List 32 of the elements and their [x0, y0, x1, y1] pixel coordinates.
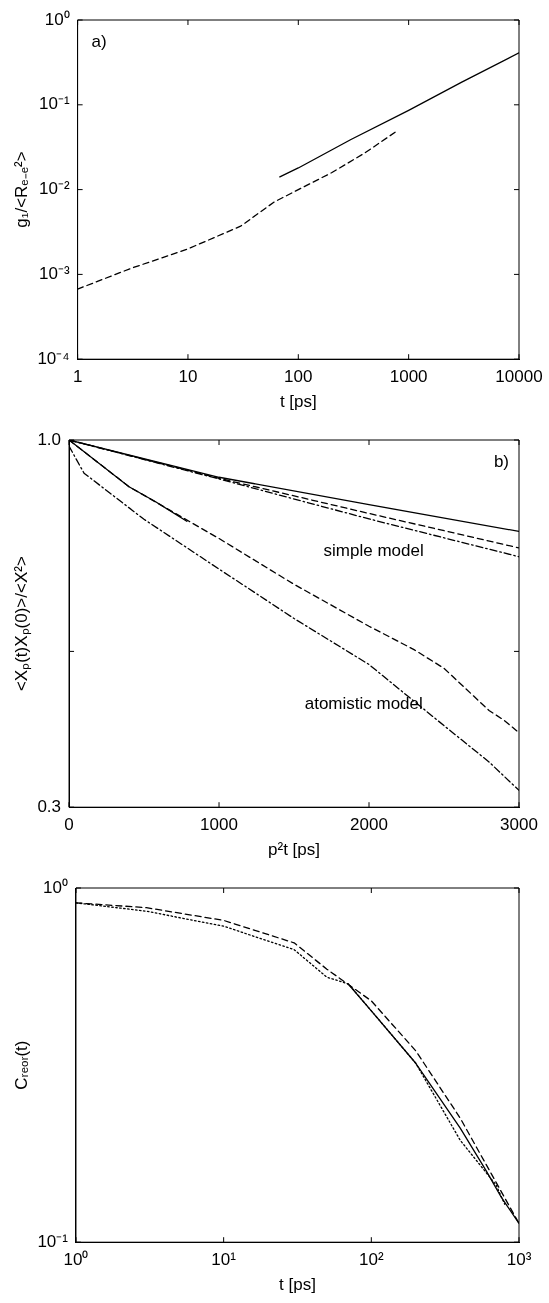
y-axis-title: g₁/<Rₑ₋ₑ²>: [11, 151, 31, 228]
y-tick-label: 10⁻¹: [37, 1231, 69, 1251]
y-tick-label: 10⁰: [44, 9, 70, 29]
x-tick-label: 1000: [389, 367, 428, 387]
x-tick-label: 10¹: [211, 1250, 237, 1270]
y-axis-title: Cᵣₑₒᵣ(t): [11, 1040, 31, 1090]
y-tick-label: 10⁻⁴: [37, 348, 70, 368]
y-tick-label: 10⁻²: [39, 179, 70, 199]
x-tick-label: 10000: [495, 367, 543, 387]
x-tick-label: 3000: [500, 815, 538, 835]
x-tick-label: 10³: [506, 1250, 532, 1270]
x-tick-label: 1000: [200, 815, 238, 835]
annotation: simple model: [323, 541, 424, 561]
x-tick-label: 1: [72, 367, 83, 387]
y-tick-label: 10⁻¹: [39, 94, 70, 114]
x-axis-title: t [ps]: [279, 1275, 316, 1295]
x-tick-label: 2000: [350, 815, 388, 835]
annotation: b): [493, 451, 509, 471]
x-tick-label: 100: [284, 367, 313, 387]
x-tick-label: 10⁰: [63, 1250, 89, 1270]
y-tick-label: 10⁻³: [39, 264, 70, 284]
y-tick-label: 0.3: [37, 796, 62, 816]
x-axis-title: t [ps]: [279, 392, 317, 412]
annotation: atomistic model: [304, 694, 423, 714]
x-tick-label: 10: [178, 367, 198, 387]
y-tick-label: 1.0: [37, 429, 62, 449]
x-tick-label: 0: [64, 815, 74, 835]
x-tick-label: 10²: [359, 1250, 384, 1270]
annotation: a): [91, 31, 107, 51]
y-tick-label: 10⁰: [43, 877, 68, 897]
x-axis-title: p²t [ps]: [268, 840, 320, 860]
y-axis-title: <Xₚ(t)Xₚ(0)>/<X²>: [11, 556, 32, 692]
